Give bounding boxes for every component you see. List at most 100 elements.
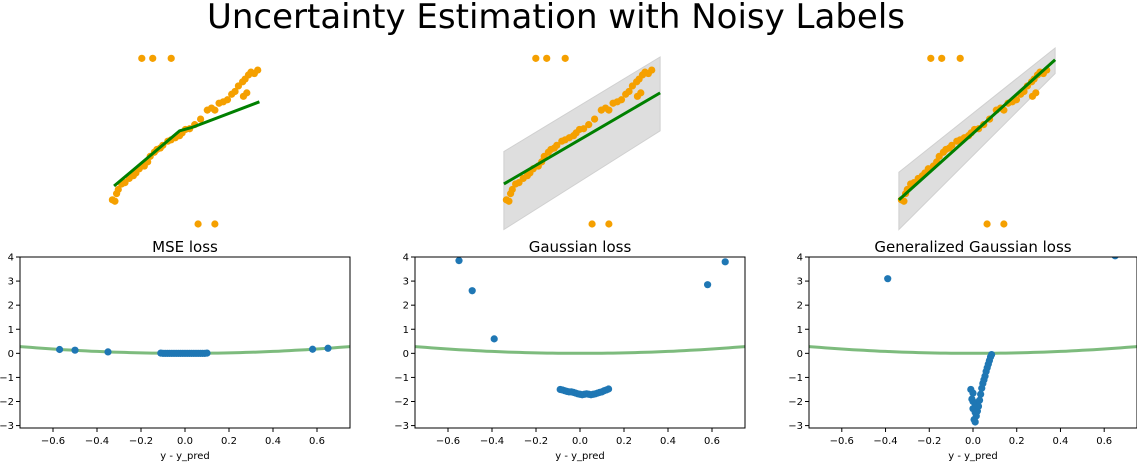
data-point: [938, 54, 946, 62]
y-tick-label: 2: [797, 301, 803, 312]
top-panel-3: [897, 46, 1057, 231]
data-point: [561, 54, 569, 62]
x-tick-label: 0.4: [265, 436, 281, 447]
data-point: [588, 220, 596, 228]
y-tick-label: −3: [788, 421, 803, 432]
data-point: [223, 96, 232, 104]
x-tick-label: −0.2: [129, 436, 153, 447]
data-point: [532, 54, 540, 62]
x-tick-label: 0.6: [309, 436, 325, 447]
data-point: [900, 197, 908, 205]
loss-point: [975, 396, 984, 404]
data-point: [508, 185, 516, 194]
data-point: [167, 54, 175, 62]
y-tick-label: −1: [0, 373, 14, 384]
data-point: [254, 66, 262, 74]
y-tick-label: 4: [8, 253, 14, 264]
data-point: [585, 121, 593, 129]
y-tick-label: −2: [394, 397, 409, 408]
x-tick-label: −0.6: [41, 436, 65, 447]
y-tick-label: 3: [403, 277, 409, 288]
loss-point: [605, 385, 613, 393]
panel-title: MSE loss: [152, 238, 218, 256]
loss-point: [1111, 257, 1119, 260]
y-tick-label: 4: [797, 253, 803, 264]
x-tick-label: −0.4: [85, 436, 109, 447]
uncertainty-band: [898, 46, 1056, 231]
bottom-panel-2: Gaussian loss −0.6 −0.4 −0.2 0.0 0.2 0.4 0.6 −3 −…: [394, 238, 746, 462]
x-tick-label: 0.2: [221, 436, 237, 447]
y-tick-label: −3: [394, 421, 409, 432]
data-point: [243, 89, 251, 97]
data-point: [114, 185, 122, 194]
data-point: [231, 87, 239, 96]
loss-point: [468, 287, 476, 295]
fit-line: [113, 100, 260, 188]
loss-point: [324, 344, 332, 352]
fit-line: [897, 58, 1057, 201]
y-tick-label: 2: [8, 301, 14, 312]
data-point: [625, 87, 633, 96]
x-axis-label: y - y_pred: [555, 451, 605, 462]
loss-point: [490, 335, 498, 343]
data-point: [617, 96, 626, 104]
data-point: [605, 220, 613, 228]
figure-title: Uncertainty Estimation with Noisy Labels: [207, 0, 905, 37]
loss-curve: [415, 345, 745, 355]
y-tick-label: −1: [788, 373, 803, 384]
top-panel-1: [108, 54, 262, 228]
axes-frame: [19, 256, 351, 429]
loss-point: [977, 390, 985, 398]
data-point: [138, 54, 146, 62]
data-point: [149, 54, 157, 62]
y-tick-label: 0: [403, 349, 409, 360]
loss-point: [884, 275, 892, 283]
x-tick-label: 0.2: [1009, 436, 1025, 447]
y-tick-label: −2: [0, 397, 14, 408]
x-tick-label: 0.6: [1096, 436, 1112, 447]
x-tick-label: −0.4: [873, 436, 897, 447]
y-tick-label: 0: [8, 349, 14, 360]
x-tick-label: 0.2: [616, 436, 632, 447]
data-point: [605, 106, 613, 114]
loss-point: [56, 345, 64, 354]
loss-point: [721, 258, 729, 266]
x-tick-label: −0.4: [480, 436, 504, 447]
panel-title: Generalized Gaussian loss: [874, 238, 1071, 256]
x-axis-label: y - y_pred: [948, 451, 998, 462]
loss-point: [203, 349, 211, 357]
data-point: [1000, 220, 1008, 228]
loss-point: [704, 281, 712, 289]
data-point: [505, 197, 513, 205]
data-point: [591, 115, 599, 123]
data-point: [948, 141, 956, 149]
data-point: [211, 106, 219, 114]
y-tick-label: −3: [0, 421, 14, 432]
y-tick-label: 3: [797, 277, 803, 288]
panel-title: Gaussian loss: [529, 238, 632, 256]
x-tick-label: −0.2: [524, 436, 548, 447]
data-point: [648, 66, 656, 74]
x-tick-label: −0.6: [830, 436, 854, 447]
panels-group: MSE loss −0.6 −0.4 −0.2 0.0 0.2 0.4 0.6 −3 −2 −1 0 1…: [0, 46, 1137, 462]
data-point: [197, 115, 205, 123]
bottom-panel-1: MSE loss −0.6 −0.4 −0.2 0.0 0.2 0.4 0.6 −3 −2 −1 0 1…: [0, 238, 351, 462]
x-tick-label: −0.2: [917, 436, 941, 447]
y-tick-label: 3: [8, 277, 14, 288]
y-tick-label: 1: [403, 325, 409, 336]
data-point: [580, 125, 588, 133]
loss-point: [969, 389, 977, 397]
y-tick-label: 0: [797, 349, 803, 360]
data-point: [637, 89, 645, 97]
fit-line: [503, 91, 661, 186]
loss-curve: [809, 345, 1137, 355]
x-tick-label: 0.0: [177, 436, 193, 447]
loss-point: [455, 257, 463, 265]
loss-point: [309, 345, 317, 353]
x-axis-label: y - y_pred: [160, 451, 210, 462]
data-point: [194, 220, 202, 228]
data-point: [211, 220, 219, 228]
data-point: [111, 197, 119, 205]
y-tick-label: 4: [403, 253, 409, 264]
